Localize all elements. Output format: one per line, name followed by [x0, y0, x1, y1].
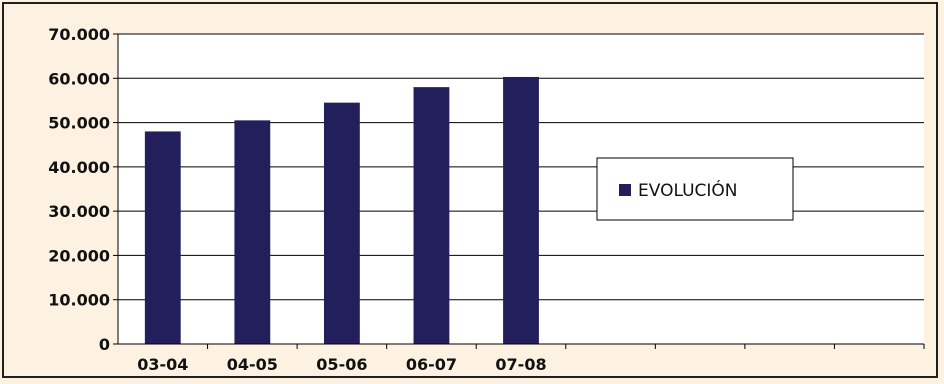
x-tick-labels: 03-04 04-05 05-06 06-07 07-08	[137, 344, 925, 374]
bar	[144, 131, 181, 344]
x-tick-label: 07-08	[495, 355, 546, 374]
legend-swatch	[619, 184, 631, 196]
bar	[413, 87, 450, 345]
legend: EVOLUCIÓN	[596, 157, 794, 221]
bar-chart: 0 10.000 20.000 30.000 40.000 50.000 60.000 70.…	[48, 25, 925, 374]
bar	[323, 102, 360, 345]
y-tick-label: 20.000	[48, 246, 110, 265]
y-tick-label: 50.000	[48, 114, 110, 133]
y-tick-label: 40.000	[48, 158, 110, 177]
axes	[117, 34, 924, 345]
y-tick-label: 60.000	[48, 69, 110, 88]
bars	[144, 76, 539, 345]
y-tick-labels: 0 10.000 20.000 30.000 40.000 50.000 60.000 70.…	[48, 25, 118, 354]
chart-frame: 0 10.000 20.000 30.000 40.000 50.000 60.000 70.…	[2, 2, 938, 378]
legend-label: EVOLUCIÓN	[638, 179, 738, 201]
bar	[234, 120, 271, 344]
y-tick-label: 70.000	[48, 25, 110, 44]
x-tick-label: 03-04	[137, 355, 188, 374]
bar	[503, 76, 539, 344]
y-tick-label: 10.000	[48, 291, 110, 310]
y-tick-label: 0	[99, 335, 110, 354]
x-tick-label: 05-06	[316, 355, 367, 374]
x-tick-label: 04-05	[227, 355, 278, 374]
y-tick-label: 30.000	[48, 202, 110, 221]
x-tick-label: 06-07	[406, 355, 457, 374]
